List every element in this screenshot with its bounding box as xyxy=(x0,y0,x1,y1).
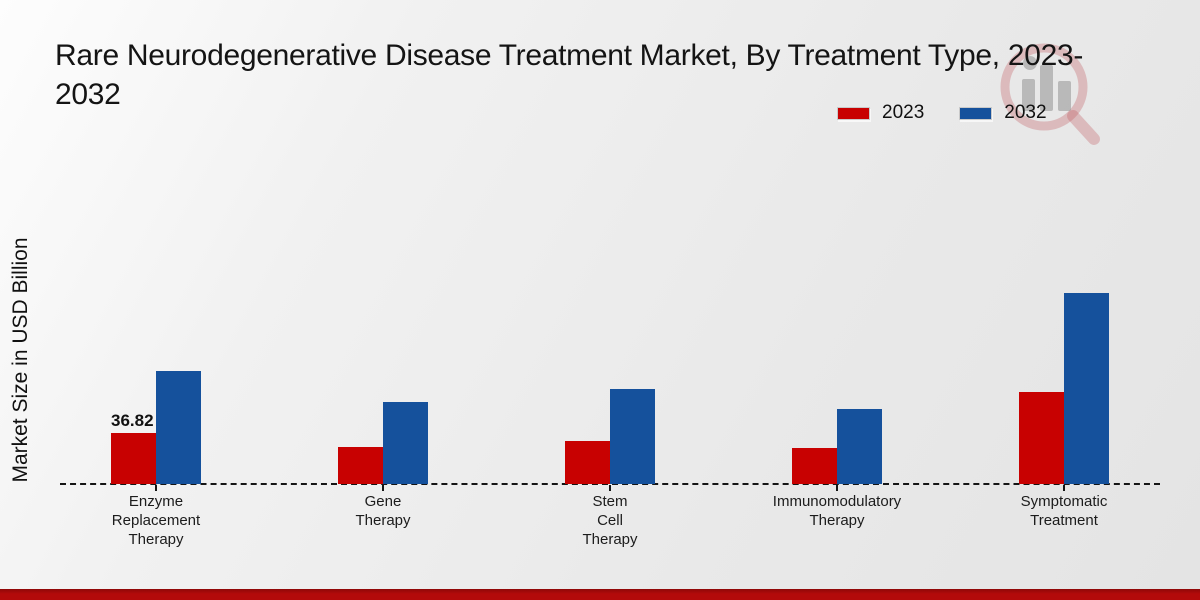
bar-2032-gene-therapy xyxy=(383,402,428,484)
category-label-stem-cell-therapy: Stem Cell Therapy xyxy=(525,492,695,549)
category-label-symptomatic-treatment: Symptomatic Treatment xyxy=(979,492,1149,530)
category-label-line: Treatment xyxy=(1030,512,1098,529)
category-label-line: Enzyme xyxy=(128,493,184,510)
bar-2023-immunomodulatory-therapy xyxy=(792,448,837,484)
bar-2023-enzyme-replacement-therapy xyxy=(111,433,156,484)
category-label-line: Symptomatic xyxy=(1020,493,1108,510)
legend-label-2032: 2032 xyxy=(1004,102,1047,123)
x-axis-tick-symptomatic-treatment xyxy=(1063,485,1065,491)
legend-item-2023: 2023 xyxy=(837,102,924,124)
x-axis-baseline xyxy=(60,483,1160,485)
x-axis-tick-stem-cell-therapy xyxy=(609,485,611,491)
x-axis-tick-gene-therapy xyxy=(382,485,384,491)
chart-title-line2: 2032 xyxy=(55,78,121,111)
category-label-line: Gene xyxy=(364,493,402,510)
magnifier-bar-chart-logo-icon xyxy=(1000,43,1100,145)
category-label-gene-therapy: Gene Therapy xyxy=(298,492,468,530)
bar-2032-symptomatic-treatment xyxy=(1064,293,1109,484)
category-label-line: Cell xyxy=(597,512,623,529)
x-axis-tick-immunomodulatory-therapy xyxy=(836,485,838,491)
category-label-line: Replacement xyxy=(111,512,201,529)
chart-title-line1: Rare Neurodegenerative Disease Treatment… xyxy=(55,39,1084,72)
category-label-line: Immunomodulatory xyxy=(772,493,902,510)
category-label-line: Therapy xyxy=(355,512,411,529)
chart-title: Rare Neurodegenerative Disease Treatment… xyxy=(55,36,1083,114)
bar-2023-stem-cell-therapy xyxy=(565,441,610,484)
legend-label-2023: 2023 xyxy=(882,102,925,123)
footer-accent-bar xyxy=(0,589,1200,600)
bar-2023-gene-therapy xyxy=(338,447,383,484)
category-label-line: Therapy xyxy=(582,531,638,548)
category-label-line: Therapy xyxy=(128,531,184,548)
category-label-line: Therapy xyxy=(809,512,865,529)
legend-swatch-2032-icon xyxy=(959,106,993,120)
bar-2032-immunomodulatory-therapy xyxy=(837,409,882,484)
legend-item-2032: 2032 xyxy=(959,102,1047,124)
bar-2023-symptomatic-treatment xyxy=(1019,392,1064,484)
legend-swatch-2023-icon xyxy=(837,106,870,120)
bar-value-label-36.82: 36.82 xyxy=(111,411,154,430)
bar-2032-stem-cell-therapy xyxy=(610,389,655,484)
bar-2032-enzyme-replacement-therapy xyxy=(156,371,201,484)
legend: 2023 2032 xyxy=(837,102,1047,124)
category-label-line: Stem xyxy=(592,493,628,510)
category-label-enzyme-replacement-therapy: Enzyme Replacement Therapy xyxy=(71,492,241,549)
category-label-immunomodulatory-therapy: Immunomodulatory Therapy xyxy=(752,492,922,530)
x-axis-tick-enzyme-replacement-therapy xyxy=(155,485,157,491)
